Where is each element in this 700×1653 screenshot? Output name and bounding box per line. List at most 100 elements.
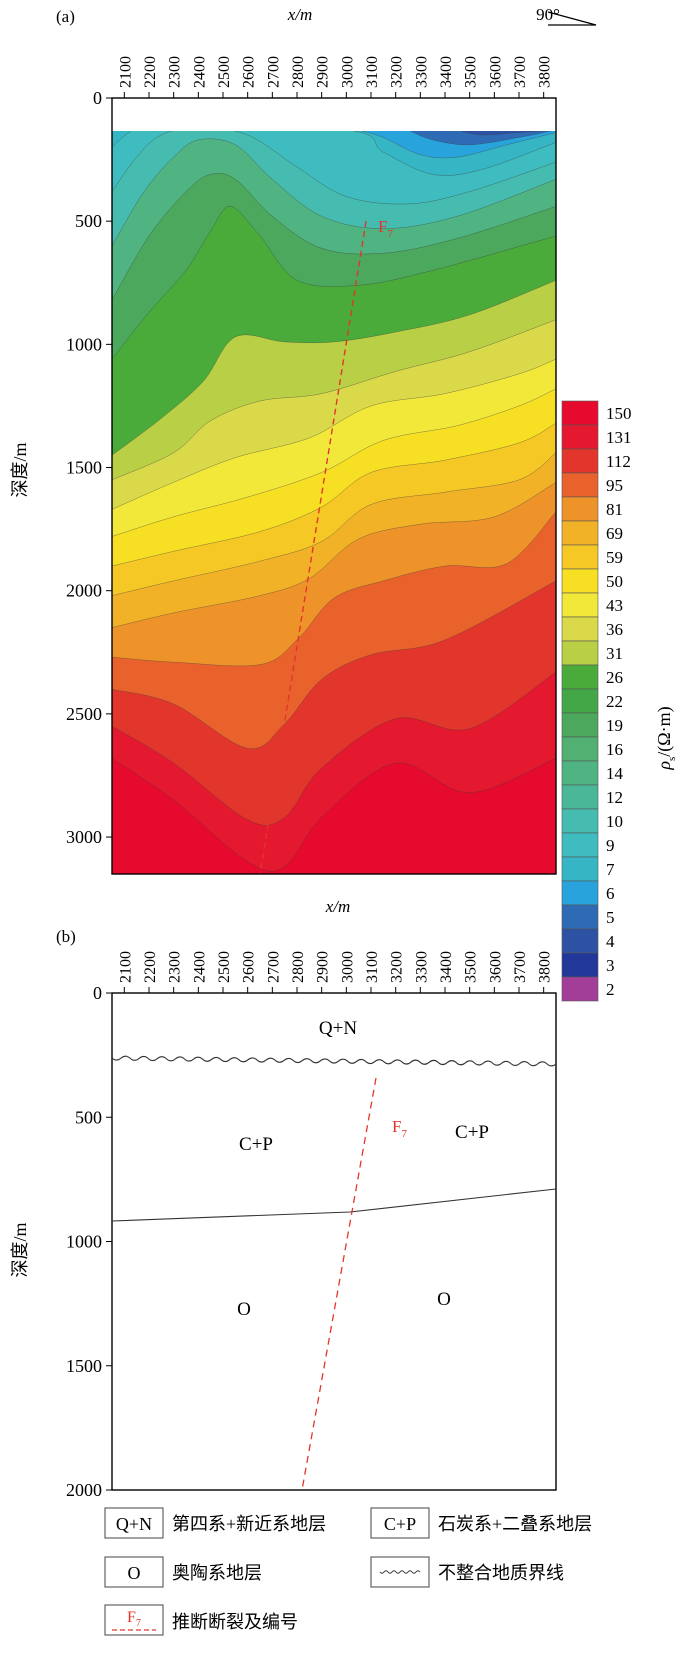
fault-f7-line [259, 221, 367, 874]
colorbar-level-label: 6 [606, 884, 615, 903]
x-tick-label: 3500 [463, 56, 480, 88]
x-tick-label: 3100 [364, 56, 381, 88]
x-tick-label: 2800 [290, 56, 307, 88]
panel-b-x-axis-title: x/m [325, 897, 351, 916]
legend-item-fault: F7 推断断裂及编号 [104, 1604, 298, 1636]
colorbar-swatch [561, 808, 599, 834]
colorbar-level-label: 26 [606, 668, 623, 687]
x-tick-label: 3800 [537, 951, 554, 983]
legend-symbol-qn: Q+N [116, 1514, 152, 1534]
colorbar-level-label: 131 [606, 428, 632, 447]
colorbar-swatch [561, 472, 599, 498]
depth-tick-label: 3000 [66, 827, 102, 847]
depth-tick-label: 2000 [66, 581, 102, 601]
legend-item-unconformity: 不整合地质界线 [370, 1556, 564, 1588]
colorbar-swatch [561, 832, 599, 858]
colorbar-swatch [561, 952, 599, 978]
unit-cp-left-label: C+P [239, 1134, 273, 1155]
x-tick-label: 3100 [364, 951, 381, 983]
x-tick-label: 2200 [142, 951, 159, 983]
legend-text-fault: 推断断裂及编号 [172, 1612, 298, 1632]
x-tick-label: 2700 [265, 951, 282, 983]
panel-a-depth-label: 深度/m [10, 442, 30, 497]
colorbar-level-label: 22 [606, 692, 623, 711]
x-tick-label: 3700 [512, 56, 529, 88]
depth-tick-label: 2500 [66, 704, 102, 724]
x-tick-label: 3200 [389, 951, 406, 983]
legend-item-o: O 奥陶系地层 [104, 1556, 262, 1588]
colorbar-swatch [561, 760, 599, 786]
depth-tick-label: 2000 [66, 1480, 102, 1500]
colorbar-swatch [561, 784, 599, 810]
colorbar-swatch [561, 448, 599, 474]
orientation-label: 90° [536, 5, 560, 24]
depth-tick-label: 0 [93, 88, 102, 108]
colorbar-level-label: 10 [606, 812, 623, 831]
unit-o-right-label: O [437, 1289, 451, 1310]
colorbar-swatch [561, 592, 599, 618]
panel-a-depth-ticks: 0 500 1000 1500 2000 2500 3000 [66, 88, 112, 847]
panel-a-label: (a) [56, 7, 75, 26]
colorbar-level-label: 5 [606, 908, 615, 927]
colorbar-swatch [561, 712, 599, 738]
panel-b-fault-label: F7 [392, 1117, 407, 1140]
colorbar-level-label: 7 [606, 860, 615, 879]
legend-item-cp: C+P 石炭系+二叠系地层 [370, 1507, 592, 1539]
depth-tick-label: 1000 [66, 1232, 102, 1252]
colorbar-level-label: 12 [606, 788, 623, 807]
x-tick-label: 2100 [117, 951, 134, 983]
colorbar-level-label: 3 [606, 956, 615, 975]
colorbar-swatch [561, 688, 599, 714]
x-tick-label: 2400 [191, 56, 208, 88]
colorbar-level-label: 95 [606, 476, 623, 495]
x-tick-label: 2500 [216, 56, 233, 88]
legend: Q+N 第四系+新近系地层 C+P 石炭系+二叠系地层 O 奥陶系地层 不整合地… [104, 1507, 592, 1636]
unconformity-line [111, 1055, 557, 1067]
panel-b-x-tick-labels: 2100 2200 2300 2400 2500 2600 2700 2800 2900 3000… [117, 951, 554, 993]
colorbar-swatch [561, 928, 599, 954]
x-tick-label: 2800 [290, 951, 307, 983]
x-tick-label: 3500 [463, 951, 480, 983]
x-tick-label: 3300 [413, 56, 430, 88]
x-tick-label: 3700 [512, 951, 529, 983]
colorbar-swatch [561, 616, 599, 642]
x-tick-label: 3400 [438, 56, 455, 88]
unit-cp-right-label: C+P [455, 1122, 489, 1143]
panel-a-frame [111, 97, 557, 875]
depth-tick-label: 0 [93, 983, 102, 1003]
colorbar-swatch [561, 664, 599, 690]
colorbar-level-label: 69 [606, 524, 623, 543]
x-tick-label: 3000 [339, 951, 356, 983]
depth-tick-label: 500 [75, 211, 102, 231]
orientation-angle-line [547, 11, 597, 26]
x-tick-label: 2900 [315, 951, 332, 983]
panel-a-fault-label: F7 [378, 217, 393, 240]
orientation-marker: 90° [536, 5, 597, 26]
legend-text-unconformity: 不整合地质界线 [438, 1563, 564, 1583]
legend-text-qn: 第四系+新近系地层 [172, 1514, 326, 1534]
colorbar-level-label: 9 [606, 836, 615, 855]
colorbar-swatch [561, 424, 599, 450]
colorbar-level-label: 81 [606, 500, 623, 519]
colorbar-swatch [561, 640, 599, 666]
x-tick-label: 2500 [216, 951, 233, 983]
colorbar-swatch [561, 544, 599, 570]
colorbar-level-label: 36 [606, 620, 623, 639]
x-tick-label: 3200 [389, 56, 406, 88]
colorbar-swatch [561, 400, 599, 426]
x-tick-label: 2600 [241, 56, 258, 88]
x-tick-label: 2600 [241, 951, 258, 983]
colorbar-swatch [561, 904, 599, 930]
legend-symbol-o: O [128, 1563, 141, 1583]
x-tick-label: 3000 [339, 56, 356, 88]
x-tick-label: 3600 [487, 56, 504, 88]
svg-text:ρs/(Ω·m): ρs/(Ω·m) [654, 706, 678, 770]
colorbar-level-label: 112 [606, 452, 631, 471]
x-tick-label: 2400 [191, 951, 208, 983]
legend-symbol-fault: F7 [127, 1609, 141, 1629]
x-tick-label: 3300 [413, 951, 430, 983]
x-tick-label: 2200 [142, 56, 159, 88]
legend-text-o: 奥陶系地层 [172, 1563, 262, 1583]
legend-text-cp: 石炭系+二叠系地层 [438, 1514, 592, 1534]
